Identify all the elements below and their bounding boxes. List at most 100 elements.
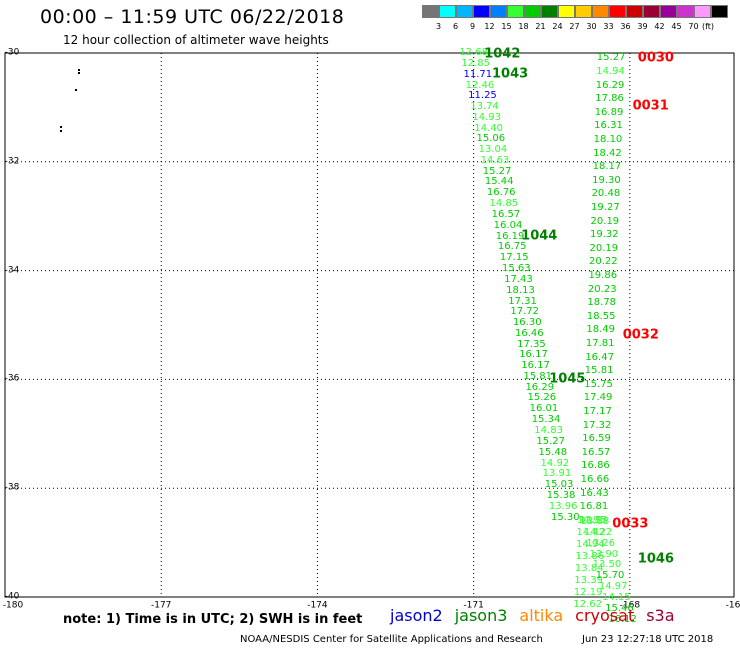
- page-subtitle: 12 hour collection of altimeter wave hei…: [63, 33, 329, 47]
- wave-height-value: 16.76: [486, 187, 516, 199]
- legend-tick: 30: [586, 22, 597, 31]
- color-legend: 3 6 9 12 15 18 21 24 27 30 33 36 39 42 45 70 (ft): [422, 5, 728, 31]
- wave-height-value: 14.94: [575, 538, 605, 550]
- wave-height-value: 16.01: [529, 403, 559, 415]
- legend-tick: 27: [569, 22, 580, 31]
- wave-height-value: 16.43: [580, 487, 609, 499]
- wave-height-value: 16.12: [608, 613, 637, 625]
- wave-height-value: 14.94: [596, 66, 625, 78]
- legend-swatch: [592, 5, 609, 18]
- wave-height-value: 13.04: [478, 144, 508, 156]
- wave-height-value: 13.91: [542, 468, 572, 480]
- page-title: 00:00 – 11:59 UTC 06/22/2018: [40, 6, 345, 28]
- island-dot: [75, 89, 77, 91]
- time-label: 1045: [549, 371, 586, 387]
- wave-height-value: 15.06: [476, 133, 506, 145]
- wave-height-value: 16.17: [519, 349, 548, 361]
- lon-label: -168: [619, 600, 641, 611]
- wave-height-value: 14.22: [583, 526, 613, 538]
- wave-height-value: 15.63: [502, 262, 531, 274]
- legend-swatch: [677, 5, 694, 18]
- satellite-jason2: jason2: [390, 606, 443, 625]
- time-label: 0033: [612, 516, 649, 532]
- wave-height-value: 16.75: [497, 241, 527, 253]
- lon-label: -180: [2, 600, 24, 611]
- wave-height-value: 19.27: [591, 202, 620, 214]
- time-label: 1042: [484, 46, 521, 62]
- wave-height-value: 18.49: [586, 324, 616, 336]
- wave-height-value: 14.15: [601, 592, 631, 604]
- wave-height-value: 15.27: [536, 435, 566, 447]
- wave-height-value: 16.30: [512, 316, 542, 328]
- wave-height-value: 16.66: [580, 474, 610, 486]
- wave-height-value: 17.43: [504, 273, 533, 285]
- wave-height-value: 17.86: [595, 93, 624, 105]
- lat-label: -40: [4, 591, 20, 602]
- wave-height-value: 16.17: [521, 360, 550, 372]
- wave-height-value: 16.04: [493, 219, 523, 231]
- time-label: 0030: [637, 50, 674, 66]
- wave-height-value: 18.10: [593, 134, 623, 146]
- lat-label: -34: [4, 265, 20, 276]
- wave-height-value: 16.46: [515, 327, 544, 339]
- wave-height-value: 17.17: [583, 406, 612, 418]
- footer-credit: NOAA/NESDIS Center for Satellite Applica…: [240, 634, 543, 645]
- legend-swatches: [422, 5, 728, 18]
- wave-height-value: 12.62: [573, 598, 602, 610]
- wave-height-value: 16.57: [491, 209, 521, 221]
- lon-label: -171: [463, 600, 484, 611]
- graticule: [4, 52, 735, 598]
- legend-tick: 39: [637, 22, 648, 31]
- legend-tick: 21: [535, 22, 546, 31]
- wave-height-value: 13.84: [574, 562, 604, 574]
- legend-swatch: [558, 5, 575, 18]
- note-text: note: 1) Time is in UTC; 2) SWH is in fe…: [63, 612, 363, 627]
- wave-height-value: 15.27: [596, 52, 626, 64]
- legend-tick: 36: [620, 22, 631, 31]
- wave-height-value: 13.86: [575, 550, 605, 562]
- wave-height-value: 13.39: [574, 574, 604, 586]
- wave-height-value: 14.63: [480, 155, 510, 167]
- wave-height-value: 19.30: [592, 174, 621, 186]
- wave-height-value: 12.19: [573, 586, 603, 598]
- legend-tick: 9: [469, 22, 476, 31]
- wave-height-value: 18.42: [593, 147, 622, 159]
- wave-height-value: 17.81: [585, 338, 615, 350]
- wave-height-value: 14.93: [472, 111, 501, 123]
- satellite-cryosat: cryosat: [575, 606, 635, 625]
- lat-label: -38: [4, 482, 20, 493]
- wave-height-value: 17.32: [582, 419, 612, 431]
- wave-height-value: 16.57: [581, 446, 611, 458]
- legend-tick: 33: [603, 22, 614, 31]
- legend-swatch: [507, 5, 524, 18]
- wave-height-value: 14.83: [534, 425, 563, 437]
- island-marks: [60, 69, 80, 132]
- legend-tick: 15: [501, 22, 512, 31]
- legend-swatch: [694, 5, 711, 18]
- wave-height-value: 15.44: [484, 176, 514, 188]
- wave-height-value: 15.30: [550, 511, 580, 523]
- wave-height-value: 16.81: [579, 501, 609, 513]
- wave-height-value: 15.26: [527, 392, 557, 404]
- island-dot: [60, 130, 62, 132]
- legend-swatch: [541, 5, 558, 18]
- footer-timestamp: Jun 23 12:27:18 UTC 2018: [582, 634, 714, 645]
- legend-swatch: [422, 5, 439, 18]
- wave-height-value: 14.42: [576, 526, 606, 538]
- wave-height-value: 13.26: [586, 537, 616, 549]
- wave-height-value: 12.68: [459, 47, 488, 58]
- wave-height-value: 15.34: [531, 414, 561, 426]
- wave-height-value: 17.31: [508, 295, 537, 307]
- time-label: 0031: [632, 98, 669, 114]
- legend-swatch: [660, 5, 677, 18]
- legend-tick: 45: [671, 22, 682, 31]
- wave-height-value: 15.48: [538, 446, 568, 458]
- legend-tick: 70: [688, 22, 699, 31]
- wave-height-value: 13.90: [589, 548, 619, 560]
- wave-height-value: 16.47: [585, 351, 614, 363]
- wave-height-value: 17.49: [583, 392, 613, 404]
- wave-height-value: 20.22: [588, 256, 618, 268]
- wave-height-value: 20.19: [590, 215, 620, 227]
- legend-swatch: [456, 5, 473, 18]
